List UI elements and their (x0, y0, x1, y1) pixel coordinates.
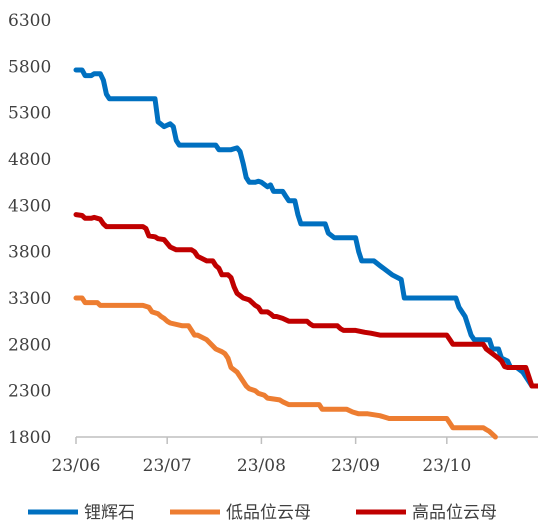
x-tick-label: 23/06 (52, 456, 101, 476)
series-lines (73, 67, 538, 440)
x-tick-label: 23/08 (237, 456, 286, 476)
legend-label-1: 锂辉石 (84, 503, 135, 523)
series-line-2 (73, 295, 498, 440)
y-tick-label: 2800 (8, 335, 51, 355)
y-tick-label: 3300 (8, 289, 51, 309)
y-tick-label: 1800 (8, 428, 51, 448)
y-tick-label: 5300 (8, 104, 51, 124)
y-tick-label: 2300 (8, 382, 51, 402)
legend: 锂辉石 低品位云母 高品位云母 (28, 503, 497, 523)
series-line-1 (73, 67, 538, 389)
y-tick-label: 5800 (8, 57, 51, 77)
series-line-3 (73, 212, 538, 389)
y-axis-ticks: 1800 2300 2800 3300 3800 4300 4800 5300 5800 6300 (8, 11, 51, 448)
legend-label-2: 低品位云母 (226, 503, 311, 523)
x-tick-label: 23/07 (143, 456, 192, 476)
x-axis-ticks: 23/06 23/07 23/08 23/09 23/10 (52, 437, 471, 476)
legend-label-3: 高品位云母 (412, 503, 497, 523)
y-tick-label: 3800 (8, 243, 51, 263)
x-tick-label: 23/09 (331, 456, 380, 476)
y-tick-label: 6300 (8, 11, 51, 31)
y-tick-label: 4800 (8, 150, 51, 170)
y-tick-label: 4300 (8, 196, 51, 216)
x-tick-label: 23/10 (422, 456, 471, 476)
